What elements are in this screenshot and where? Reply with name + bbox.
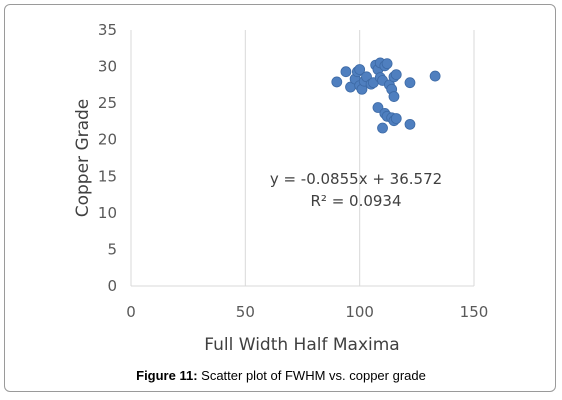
y-tick-label-3: 15 xyxy=(98,167,117,185)
data-point-5 xyxy=(354,64,366,75)
r-squared-label: R² = 0.0934 xyxy=(310,192,401,210)
data-point-18 xyxy=(381,58,393,70)
trendline-equation: y = -0.0855x + 36.572 xyxy=(270,170,442,188)
y-tick-labels: 0 5 10 15 20 25 30 35 xyxy=(98,21,117,295)
x-tick-label-0: 0 xyxy=(126,303,136,321)
y-axis-title: Copper Grade xyxy=(73,99,93,218)
figure-caption-text: Scatter plot of FWHM vs. copper grade xyxy=(197,368,426,383)
data-point-21 xyxy=(390,69,402,81)
data-points xyxy=(331,57,441,134)
y-tick-label-6: 30 xyxy=(98,58,117,76)
x-tick-label-1: 50 xyxy=(236,303,255,321)
data-point-23 xyxy=(388,91,400,102)
y-tick-label-2: 10 xyxy=(98,204,117,222)
data-point-29 xyxy=(390,113,402,124)
data-point-30 xyxy=(377,122,388,134)
figure-frame xyxy=(4,4,556,392)
data-point-31 xyxy=(404,77,416,89)
x-axis-title: Full Width Half Maxima xyxy=(204,335,399,355)
scatter-chart: 0 50 100 150 0 5 10 15 20 25 30 35 y = -0.0855x + … xyxy=(73,21,488,355)
x-tick-labels: 0 50 100 150 xyxy=(126,303,488,321)
figure-caption-label: Figure 11: xyxy=(136,368,198,383)
grid-lines xyxy=(130,30,475,286)
y-tick-label-4: 20 xyxy=(98,131,117,149)
y-tick-label-1: 5 xyxy=(107,240,117,258)
data-point-32 xyxy=(404,118,416,130)
x-tick-label-2: 100 xyxy=(345,303,374,321)
x-tick-label-3: 150 xyxy=(460,303,489,321)
y-tick-label-0: 0 xyxy=(107,277,117,295)
data-point-33 xyxy=(429,70,441,82)
y-tick-label-7: 35 xyxy=(98,21,117,39)
data-point-1 xyxy=(340,66,352,78)
figure-caption: Figure 11: Scatter plot of FWHM vs. copp… xyxy=(0,368,562,383)
data-point-0 xyxy=(331,76,343,88)
data-point-24 xyxy=(372,102,384,113)
y-tick-label-5: 25 xyxy=(98,94,117,112)
